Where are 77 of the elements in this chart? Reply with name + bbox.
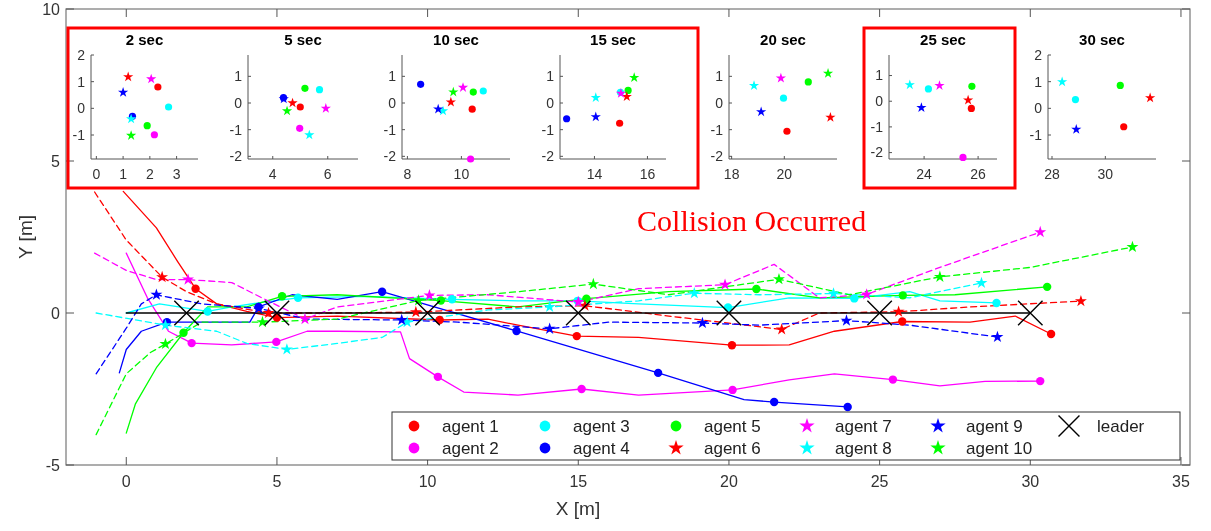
x-tick-label: 10 [453, 166, 470, 182]
x-tick-label: 30 [1021, 473, 1040, 490]
y-tick-label: 0 [234, 94, 243, 111]
y-tick-label: -2 [541, 148, 555, 165]
y-tick-label: -1 [72, 126, 86, 143]
y-tick-label: -1 [383, 121, 397, 138]
x-tick-label: 26 [970, 166, 987, 182]
y-tick-label: -2 [383, 148, 397, 165]
legend-label: leader [1097, 417, 1145, 436]
x-tick-label: 2 [145, 166, 154, 182]
x-tick-label: 0 [121, 473, 131, 490]
y-tick-label: -2 [710, 148, 724, 165]
y-tick-label: 0 [51, 304, 61, 322]
x-tick-label: 16 [639, 166, 656, 182]
annotation: Collision Occurred [637, 204, 867, 237]
y-tick-label: -1 [1029, 126, 1043, 143]
y-tick-label: -1 [229, 121, 243, 138]
legend-label: agent 4 [573, 439, 630, 458]
x-tick-label: 20 [776, 166, 793, 182]
legend-label: agent 9 [966, 417, 1023, 436]
y-tick-label: 2 [1034, 46, 1043, 63]
y-tick-label: 0 [715, 94, 724, 111]
legend-label: agent 3 [573, 417, 630, 436]
x-tick-label: 5 [272, 473, 282, 490]
y-tick-label: 0 [388, 94, 397, 111]
chart-title: 10 sec [433, 31, 479, 48]
x-tick-label: 35 [1172, 473, 1190, 490]
y-tick-label: 0 [875, 93, 884, 110]
chart-title: 2 sec [125, 31, 164, 48]
legend-label: agent 5 [704, 417, 761, 436]
legend-label: agent 2 [442, 439, 499, 458]
y-tick-label: -1 [710, 121, 724, 138]
y-tick-label: 10 [42, 0, 61, 18]
y-tick-label: -5 [45, 456, 61, 474]
y-tick-label: 1 [1034, 73, 1043, 90]
y-tick-label: 1 [234, 68, 243, 85]
x-tick-label: 3 [172, 166, 181, 182]
x-tick-label: 25 [870, 473, 889, 490]
y-tick-label: -1 [541, 121, 555, 138]
y-tick-label: -1 [870, 118, 884, 135]
x-tick-label: 6 [323, 166, 332, 182]
y-tick-label: 1 [715, 68, 724, 85]
x-tick-label: 4 [268, 166, 277, 182]
x-tick-label: 15 [569, 473, 588, 490]
y-axis-title: Y [m] [15, 215, 36, 259]
y-tick-label: 1 [77, 73, 86, 90]
x-tick-label: 20 [720, 473, 738, 490]
y-tick-label: 1 [388, 68, 397, 85]
x-tick-label: 30 [1097, 166, 1114, 182]
legend-label: agent 10 [966, 439, 1033, 458]
y-tick-label: 0 [546, 94, 555, 111]
x-tick-label: 28 [1044, 166, 1060, 182]
legend-label: agent 7 [835, 417, 892, 436]
chart-title: 25 sec [920, 31, 966, 48]
chart-title: 15 sec [590, 31, 636, 48]
x-tick-label: 18 [723, 166, 740, 182]
y-tick-label: -2 [229, 148, 243, 165]
x-tick-label: 0 [92, 166, 101, 182]
legend-label: agent 8 [835, 439, 892, 458]
y-tick-label: 1 [546, 68, 555, 85]
y-tick-label: 0 [1034, 100, 1043, 117]
chart-title: 20 sec [760, 31, 806, 48]
legend-label: agent 6 [704, 439, 761, 458]
y-tick-label: 2 [77, 46, 86, 63]
y-tick-label: 1 [875, 67, 884, 84]
x-tick-label: 24 [916, 166, 933, 182]
chart-title: 5 sec [284, 31, 322, 48]
x-tick-label: 10 [418, 473, 437, 490]
x-tick-label: 1 [119, 166, 128, 182]
legend-label: agent 1 [442, 417, 499, 436]
x-axis-title: X [m] [555, 498, 601, 519]
y-tick-label: 5 [51, 152, 61, 170]
chart-title: 30 sec [1079, 31, 1125, 48]
x-tick-label: 14 [586, 166, 603, 182]
y-tick-label: -2 [870, 144, 884, 161]
x-tick-label: 8 [403, 166, 412, 182]
y-tick-label: 0 [77, 100, 86, 117]
